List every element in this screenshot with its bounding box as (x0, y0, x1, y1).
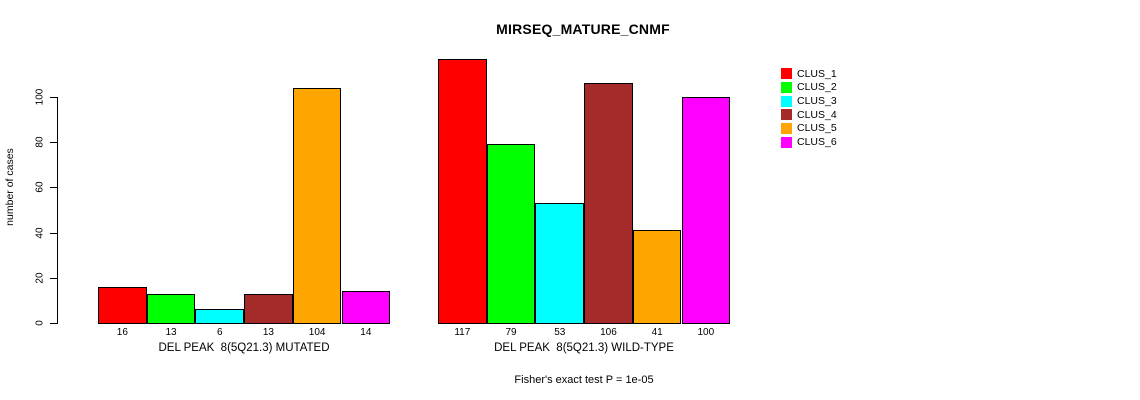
fisher-test-footnote: Fisher's exact test P = 1e-05 (514, 374, 654, 386)
bar-value-clus_3-wild-type: 53 (554, 327, 566, 338)
bar-value-clus_1-wild-type: 117 (454, 327, 471, 338)
legend-swatch-clus_3 (781, 95, 792, 107)
chart-title: MIRSEQ_MATURE_CNMF (496, 21, 670, 37)
group-label-mutated: DEL PEAK 8(5Q21.3) MUTATED (158, 342, 330, 354)
bar-clus_6-wild-type (681, 97, 731, 324)
bar-clus_5-mutated (292, 88, 342, 324)
bar-value-clus_4-wild-type: 106 (600, 327, 617, 338)
legend-swatch-clus_4 (781, 109, 792, 121)
legend-swatch-clus_6 (781, 136, 792, 148)
bar-clus_3-mutated (195, 309, 245, 324)
y-tick-20 (50, 277, 58, 279)
bar-value-clus_4-mutated: 13 (262, 327, 274, 338)
legend-label-clus_6: CLUS_6 (797, 136, 837, 149)
legend-label-clus_2: CLUS_2 (797, 81, 837, 94)
bar-clus_2-mutated (146, 294, 196, 324)
group-label-wild-type: DEL PEAK 8(5Q21.3) WILD-TYPE (494, 342, 674, 354)
y-tick-label-20: 20 (34, 272, 46, 284)
y-tick-0 (50, 323, 58, 324)
y-tick-label-0: 0 (34, 320, 46, 326)
y-tick-60 (50, 187, 58, 189)
y-axis-line (57, 97, 58, 324)
legend-item-clus_4: CLUS_4 (781, 108, 837, 122)
y-tick-label-60: 60 (34, 181, 46, 193)
bar-value-clus_1-mutated: 16 (116, 327, 128, 338)
bar-clus_1-wild-type (438, 59, 487, 324)
legend-item-clus_6: CLUS_6 (781, 135, 837, 149)
legend-swatch-clus_5 (781, 123, 792, 135)
bar-value-clus_5-wild-type: 41 (651, 327, 663, 338)
bar-clus_6-mutated (341, 291, 391, 324)
y-tick-label-40: 40 (34, 227, 46, 239)
legend-item-clus_5: CLUS_5 (781, 122, 837, 136)
bar-value-clus_5-mutated: 104 (308, 327, 326, 338)
bar-clus_5-wild-type (632, 230, 682, 324)
bar-value-clus_6-wild-type: 100 (697, 327, 715, 338)
bar-value-clus_6-mutated: 14 (360, 327, 372, 338)
y-axis-label: number of cases (4, 148, 16, 226)
bar-clus_4-wild-type (584, 83, 633, 324)
bar-value-clus_2-mutated: 13 (165, 327, 177, 338)
bar-clus_2-wild-type (486, 144, 536, 324)
legend-item-clus_3: CLUS_3 (781, 94, 837, 108)
legend-label-clus_3: CLUS_3 (797, 94, 837, 107)
bar-value-clus_3-mutated: 6 (216, 327, 223, 338)
legend-swatch-clus_1 (781, 68, 792, 80)
legend-label-clus_4: CLUS_4 (797, 108, 837, 121)
y-tick-100 (50, 97, 58, 98)
bar-clus_3-wild-type (535, 203, 585, 324)
legend-item-clus_2: CLUS_2 (781, 81, 837, 95)
y-tick-40 (50, 232, 58, 234)
legend: CLUS_1 CLUS_2 CLUS_3 CLUS_4 CLUS_5 CLUS_6 (781, 67, 837, 149)
y-tick-label-100: 100 (34, 88, 46, 106)
bar-clus_1-mutated (98, 287, 147, 324)
y-tick-label-80: 80 (34, 136, 46, 148)
legend-swatch-clus_2 (781, 82, 792, 94)
bar-clus_4-mutated (244, 294, 293, 324)
bar-value-clus_2-wild-type: 79 (505, 327, 517, 338)
legend-label-clus_5: CLUS_5 (797, 122, 837, 135)
legend-item-clus_1: CLUS_1 (781, 67, 837, 81)
legend-label-clus_1: CLUS_1 (797, 67, 837, 80)
y-tick-80 (50, 142, 58, 144)
